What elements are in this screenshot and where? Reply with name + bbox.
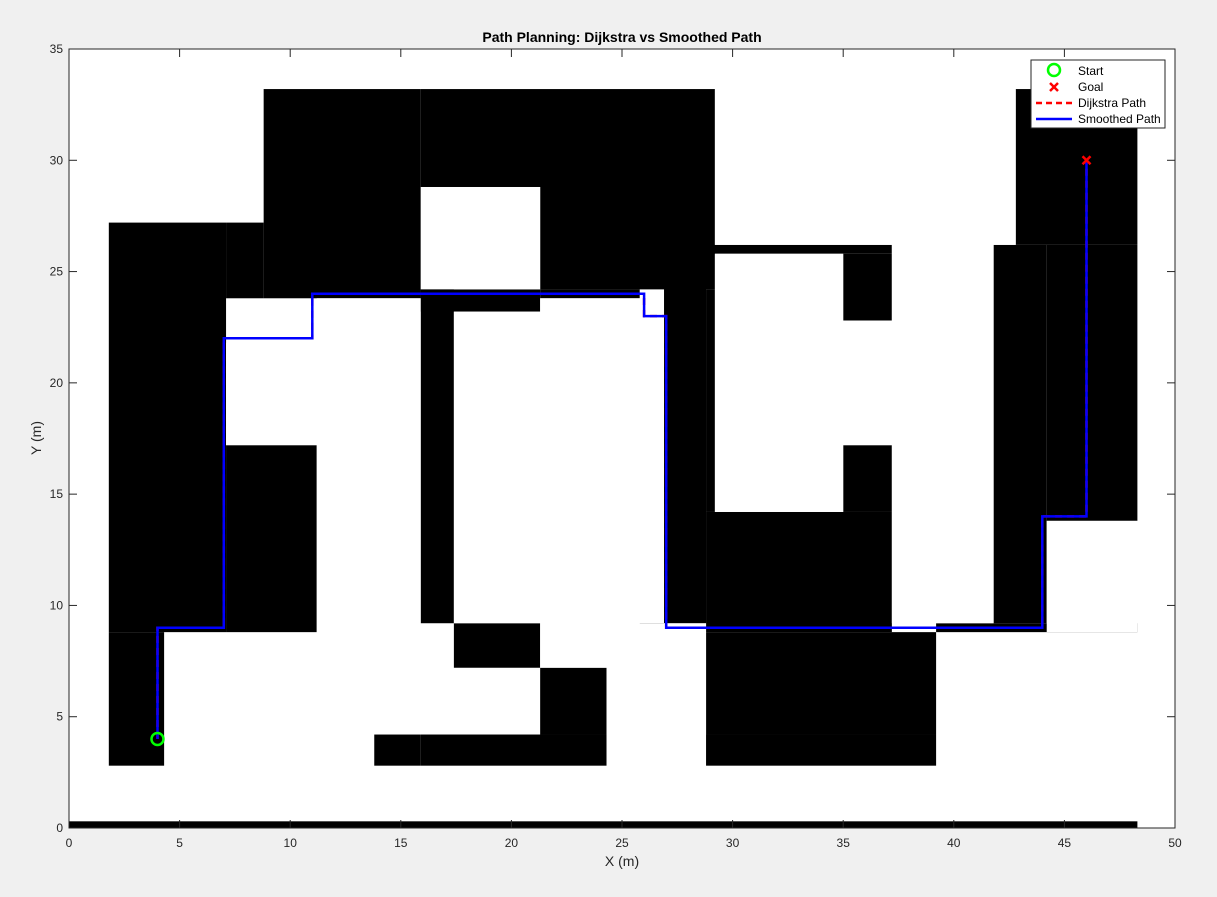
legend-item-dijkstra: Dijkstra Path xyxy=(1036,96,1146,110)
x-tick-label: 45 xyxy=(1058,836,1072,850)
free-cell xyxy=(1046,520,1138,633)
y-axis: 0 5 10 15 20 25 30 35 xyxy=(50,42,1175,835)
path-layer xyxy=(150,155,1092,747)
obstacle-cell xyxy=(453,623,541,668)
obstacle-cell xyxy=(706,734,937,766)
y-tick-label: 35 xyxy=(50,42,64,56)
legend-item-start: Start xyxy=(1046,62,1104,78)
smoothed-path-line xyxy=(156,160,1088,739)
free-cell xyxy=(420,186,541,290)
free-cell xyxy=(540,623,707,668)
y-tick-label: 10 xyxy=(50,598,64,612)
obstacle-cell xyxy=(993,244,1047,624)
legend-start-label: Start xyxy=(1078,64,1104,78)
y-tick-label: 30 xyxy=(50,153,64,167)
legend-item-smoothed: Smoothed Path xyxy=(1036,112,1161,126)
x-tick-label: 15 xyxy=(394,836,408,850)
obstacle-cell xyxy=(108,222,227,633)
goal-marker xyxy=(1081,155,1092,166)
y-tick-label: 0 xyxy=(56,821,63,835)
free-cell xyxy=(540,298,640,312)
x-tick-label: 50 xyxy=(1168,836,1182,850)
y-axis-label: Y (m) xyxy=(28,421,44,455)
obstacle-cell xyxy=(540,186,715,290)
legend-box xyxy=(1030,59,1166,129)
free-cell xyxy=(843,320,892,446)
start-marker xyxy=(150,731,165,747)
obstacle-cell xyxy=(226,222,264,299)
y-tick-label: 20 xyxy=(50,376,64,390)
plot-area xyxy=(68,48,1176,829)
x-tick-label: 10 xyxy=(284,836,298,850)
obstacle-cell xyxy=(226,445,317,633)
obstacle-cell xyxy=(540,667,607,735)
legend-goal-marker xyxy=(1049,82,1059,92)
obstacle-cell xyxy=(843,253,892,321)
free-cell xyxy=(316,298,421,735)
legend-dijkstra-label: Dijkstra Path xyxy=(1078,96,1146,110)
occupancy-map xyxy=(69,89,1138,828)
free-cell xyxy=(606,667,707,735)
obstacle-cell xyxy=(706,511,892,633)
obstacle-cell xyxy=(843,445,892,512)
x-tick-label: 20 xyxy=(505,836,519,850)
obstacle-cell xyxy=(706,632,937,735)
free-cell xyxy=(453,311,640,624)
obstacle-cell xyxy=(664,253,707,624)
legend-start-marker xyxy=(1046,62,1062,78)
legend-smoothed-label: Smoothed Path xyxy=(1078,112,1161,126)
x-axis-label: X (m) xyxy=(605,853,639,869)
obstacle-cell xyxy=(69,821,1138,828)
free-cell xyxy=(714,253,844,512)
x-axis: 0 5 10 15 20 25 30 35 40 45 50 xyxy=(66,49,1182,850)
obstacle-cell xyxy=(1046,244,1138,521)
x-tick-label: 35 xyxy=(837,836,851,850)
legend-goal-label: Goal xyxy=(1078,80,1103,94)
free-cell xyxy=(714,89,1016,245)
x-tick-label: 5 xyxy=(176,836,183,850)
free-cell xyxy=(226,342,317,446)
free-cell xyxy=(891,244,994,624)
x-tick-label: 0 xyxy=(66,836,73,850)
y-tick-label: 5 xyxy=(56,710,63,724)
obstacle-cell xyxy=(706,244,892,254)
legend-item-goal: Goal xyxy=(1049,80,1103,94)
y-tick-label: 25 xyxy=(50,265,64,279)
obstacle-cell xyxy=(706,289,715,512)
obstacle-cell xyxy=(374,734,421,766)
x-tick-label: 30 xyxy=(726,836,740,850)
obstacle-cell xyxy=(420,734,607,766)
legend: Start Goal Dijkstra Path Smoothed Path xyxy=(1030,59,1166,129)
x-tick-label: 40 xyxy=(947,836,961,850)
obstacle-cell xyxy=(263,89,421,299)
chart-title: Path Planning: Dijkstra vs Smoothed Path xyxy=(482,29,761,45)
x-tick-label: 25 xyxy=(615,836,629,850)
obstacle-cell xyxy=(420,89,715,187)
y-tick-label: 15 xyxy=(50,487,64,501)
